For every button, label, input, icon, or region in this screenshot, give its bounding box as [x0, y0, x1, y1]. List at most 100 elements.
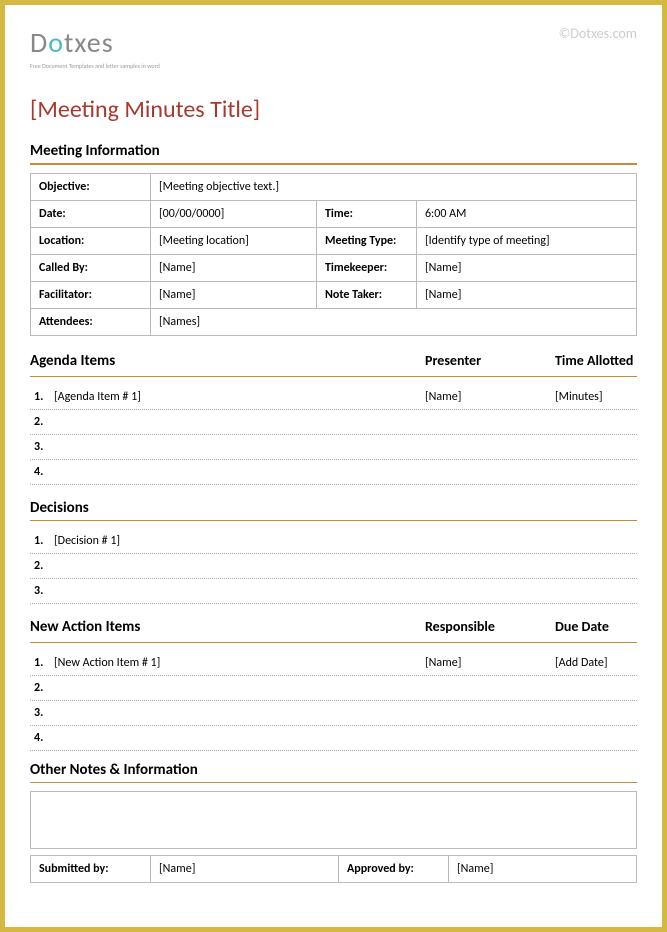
row-num: 2.	[30, 681, 54, 695]
logo-accent: o	[48, 25, 64, 60]
agenda-header: Agenda Items Presenter Time Allotted	[30, 352, 637, 373]
row-due	[555, 681, 637, 695]
action-row: 2.	[30, 676, 637, 701]
row-desc: [New Action Item # 1]	[54, 656, 425, 670]
agenda-list: 1. [Agenda Item # 1] [Name] [Minutes] 2.…	[30, 385, 637, 485]
action-row: 3.	[30, 701, 637, 726]
label-date: Date:	[31, 201, 151, 228]
logo: Dotxes Free Document Templates and lette…	[30, 25, 160, 70]
label-meeting-type: Meeting Type:	[316, 228, 416, 255]
row-num: 1.	[30, 656, 54, 670]
notes-box	[30, 791, 637, 849]
label-called-by: Called By:	[31, 255, 151, 282]
row-time	[555, 465, 637, 479]
header-row: Dotxes Free Document Templates and lette…	[30, 25, 637, 70]
logo-text: Dotxes	[30, 25, 160, 60]
divider	[30, 782, 637, 783]
divider	[30, 642, 637, 643]
row-desc: [Agenda Item # 1]	[54, 390, 425, 404]
row-num: 2.	[30, 559, 54, 573]
value-facilitator: [Name]	[151, 282, 317, 309]
agenda-row: 3.	[30, 435, 637, 460]
actions-list: 1. [New Action Item # 1] [Name] [Add Dat…	[30, 651, 637, 751]
value-approved: [Name]	[449, 856, 637, 883]
row-responsible: [Name]	[425, 656, 555, 670]
label-facilitator: Facilitator:	[31, 282, 151, 309]
row-num: 4.	[30, 731, 54, 745]
row-presenter	[425, 465, 555, 479]
value-time: 6:00 AM	[416, 201, 636, 228]
meeting-info-heading: Meeting Information	[30, 142, 637, 160]
row-responsible	[425, 731, 555, 745]
value-attendees: [Names]	[151, 309, 637, 336]
decisions-heading: Decisions	[30, 499, 637, 517]
label-attendees: Attendees:	[31, 309, 151, 336]
notes-heading: Other Notes & Information	[30, 761, 637, 779]
value-meeting-type: [Identify type of meeting]	[416, 228, 636, 255]
row-responsible	[425, 681, 555, 695]
label-location: Location:	[31, 228, 151, 255]
divider	[30, 376, 637, 377]
col-time-allotted: Time Allotted	[555, 352, 637, 373]
value-objective: [Meeting objective text.]	[151, 174, 637, 201]
row-presenter	[425, 415, 555, 429]
row-desc	[54, 584, 425, 598]
actions-header: New Action Items Responsible Due Date	[30, 618, 637, 639]
agenda-heading: Agenda Items	[30, 352, 425, 370]
document-title: [Meeting Minutes Title]	[30, 95, 637, 124]
agenda-row: 4.	[30, 460, 637, 485]
row-num: 1.	[30, 390, 54, 404]
row-time	[555, 440, 637, 454]
watermark: ©Dotxes.com	[559, 25, 637, 42]
logo-tagline: Free Document Templates and letter sampl…	[30, 62, 160, 70]
row-due	[555, 706, 637, 720]
value-note-taker: [Name]	[416, 282, 636, 309]
label-note-taker: Note Taker:	[316, 282, 416, 309]
row-time	[555, 415, 637, 429]
row-calledby-timekeeper: Called By: [Name] Timekeeper: [Name]	[31, 255, 637, 282]
row-desc	[54, 465, 425, 479]
col-due-date: Due Date	[555, 618, 637, 639]
row-desc	[54, 731, 425, 745]
decision-row: 1. [Decision # 1]	[30, 529, 637, 554]
row-desc	[54, 440, 425, 454]
row-facilitator-notetaker: Facilitator: [Name] Note Taker: [Name]	[31, 282, 637, 309]
label-approved: Approved by:	[339, 856, 449, 883]
action-row: 4.	[30, 726, 637, 751]
row-num: 1.	[30, 534, 54, 548]
value-timekeeper: [Name]	[416, 255, 636, 282]
value-submitted: [Name]	[151, 856, 339, 883]
row-time: [Minutes]	[555, 390, 637, 404]
value-location: [Meeting location]	[151, 228, 317, 255]
label-timekeeper: Timekeeper:	[316, 255, 416, 282]
row-desc	[54, 681, 425, 695]
row-objective: Objective: [Meeting objective text.]	[31, 174, 637, 201]
decision-row: 3.	[30, 579, 637, 604]
logo-prefix: D	[30, 25, 48, 60]
divider	[30, 163, 637, 165]
label-submitted: Submitted by:	[31, 856, 151, 883]
value-called-by: [Name]	[151, 255, 317, 282]
row-responsible	[425, 706, 555, 720]
row-desc	[54, 415, 425, 429]
agenda-row: 1. [Agenda Item # 1] [Name] [Minutes]	[30, 385, 637, 410]
row-presenter	[425, 440, 555, 454]
divider	[30, 520, 637, 521]
logo-rest: txes	[64, 25, 114, 60]
label-objective: Objective:	[31, 174, 151, 201]
row-date-time: Date: [00/00/0000] Time: 6:00 AM	[31, 201, 637, 228]
row-due: [Add Date]	[555, 656, 637, 670]
row-presenter: [Name]	[425, 390, 555, 404]
decision-row: 2.	[30, 554, 637, 579]
signoff-table: Submitted by: [Name] Approved by: [Name]	[30, 855, 637, 883]
row-num: 2.	[30, 415, 54, 429]
decisions-list: 1. [Decision # 1] 2. 3.	[30, 529, 637, 604]
row-num: 3.	[30, 706, 54, 720]
label-time: Time:	[316, 201, 416, 228]
row-num: 4.	[30, 465, 54, 479]
action-row: 1. [New Action Item # 1] [Name] [Add Dat…	[30, 651, 637, 676]
agenda-row: 2.	[30, 410, 637, 435]
row-num: 3.	[30, 440, 54, 454]
actions-heading: New Action Items	[30, 618, 425, 636]
row-due	[555, 731, 637, 745]
